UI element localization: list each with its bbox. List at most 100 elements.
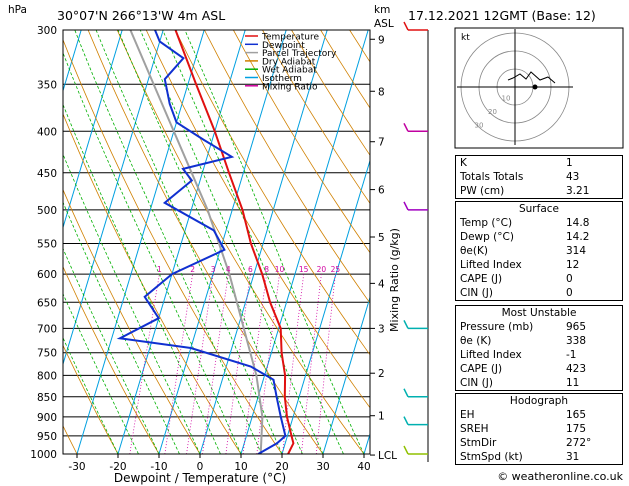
mixing-ratio-label: 3 [211,265,216,274]
hodograph-trace [507,71,556,84]
surface-box: Surface Temp (°C) 14.8 Dewp (°C) 14.2 θe(K… [455,201,623,301]
surface-label: CIN (J) [460,287,493,299]
legend-entry: Parcel Trajectory [262,49,337,59]
wet-adiabat [63,247,160,454]
hodo-kt-label: kt [461,33,470,43]
wet-adiabat [63,336,119,454]
hodo-value: 165 [566,409,587,421]
dry-adiabat [174,30,370,356]
km-tick-label: 9 [378,34,385,46]
dry-adiabat [116,30,365,454]
hodograph-ring-label: 20 [488,108,497,116]
wet-adiabat [74,30,262,454]
isotherm-line [63,30,164,366]
mixing-ratio-line [242,274,267,454]
indices-box: K 1 Totals Totals 43 PW (cm) 3.21 [455,155,623,199]
index-label: K [460,157,467,169]
pressure-tick-label: 450 [37,168,57,180]
pressure-tick-label: 350 [37,79,57,91]
datetime-title: 17.12.2021 12GMT (Base: 12) [408,8,596,23]
isotherm-line [0,30,40,454]
legend-entry: Dry Adiabat [262,57,316,67]
dry-adiabat [63,188,201,454]
isotherm-line [63,30,123,230]
mixing-ratio-line [301,274,322,454]
mu-label: CAPE (J) [460,363,503,375]
wind-barb [403,201,409,211]
x-tick-label: 0 [197,461,204,473]
x-tick-label: 10 [234,461,247,473]
index-value: 1 [566,157,573,169]
hodograph-title: Hodograph [509,395,569,407]
mixing-ratio-label: 4 [226,265,231,274]
legend-entry: Wet Adiabat [262,66,317,76]
most-unstable-title: Most Unstable [501,307,577,319]
dry-adiabat [262,30,370,205]
footer-credit: © weatheronline.co.uk [497,470,623,483]
mixing-ratio-label: 6 [248,265,253,274]
pressure-tick-label: 1000 [30,449,57,461]
wet-adiabat [139,30,324,454]
isotherm-line [240,30,369,454]
index-value: 3.21 [566,185,590,197]
mixing-ratio-label: 1 [157,265,162,274]
hodo-label: SREH [460,423,489,435]
surface-value: 314 [566,245,587,257]
mu-value: 11 [566,377,580,389]
pressure-tick-label: 300 [37,25,57,37]
km-tick-label: 8 [378,86,385,98]
isotherm-line [158,30,287,454]
legend-entry: Mixing Ratio [262,82,318,92]
x-tick-label: 20 [275,461,288,473]
x-tick-label: 30 [316,461,329,473]
plot-frame [62,29,371,455]
km-tick-label: 3 [378,323,385,335]
hodo-label: StmDir [460,437,497,449]
dry-adiabat [204,30,370,304]
wet-adiabat [95,30,283,454]
pressure-tick-label: 650 [37,297,57,309]
pressure-tick-label: 950 [37,431,57,443]
mixing-ratio-label: 15 [299,265,309,274]
wet-adiabat [162,30,344,454]
pressure-tick-label: 550 [37,238,57,250]
mixing-ratio-line [282,274,305,454]
index-label: Totals Totals [460,171,524,183]
km-tick-label: 7 [378,137,385,149]
pressure-tick-label: 400 [37,126,57,138]
surface-value: 14.2 [566,231,590,243]
mixing-ratio-line [256,274,280,454]
wind-barb [403,416,409,425]
axes-layer: 3003504004505005506006507007508008509009… [30,21,429,473]
mixing-ratio-label: 10 [275,265,285,274]
km-tick-label: LCL [378,450,397,462]
pressure-tick-label: 600 [37,269,57,281]
mixing-ratio-label: 2 [190,265,195,274]
hodograph-box: Hodograph EH 165 SREH 175 StmDir 272° StmSp… [455,393,623,465]
dry-adiabat [291,30,370,156]
hodo-value: 272° [566,437,592,449]
wet-adiabat [63,103,221,454]
pressure-tick-label: 800 [37,370,57,382]
legend-entry: Temperature [261,33,319,43]
isotherm-line [117,30,246,454]
wind-barb [403,445,409,455]
surface-label: θe(K) [460,245,488,257]
km-tick-label: 1 [378,411,385,423]
x-tick-label: -10 [150,461,167,473]
hodograph-ring-label: 10 [502,95,511,103]
wind-barb [403,122,409,132]
pressure-tick-label: 700 [37,323,57,335]
km-tick-label: 2 [378,368,385,380]
dewpoint-line [116,30,287,454]
mixing-ratio-line [164,274,193,454]
hpa-label: hPa [8,4,27,16]
mixing-ratio-label: 25 [331,265,341,274]
storm-motion-marker [532,84,538,90]
mixing-ratio-line [225,274,251,454]
hodo-label: StmSpd (kt) [460,451,523,463]
mu-label: Lifted Index [460,349,522,361]
mu-label: θe (K) [460,335,492,347]
wet-adiabat [63,51,242,454]
